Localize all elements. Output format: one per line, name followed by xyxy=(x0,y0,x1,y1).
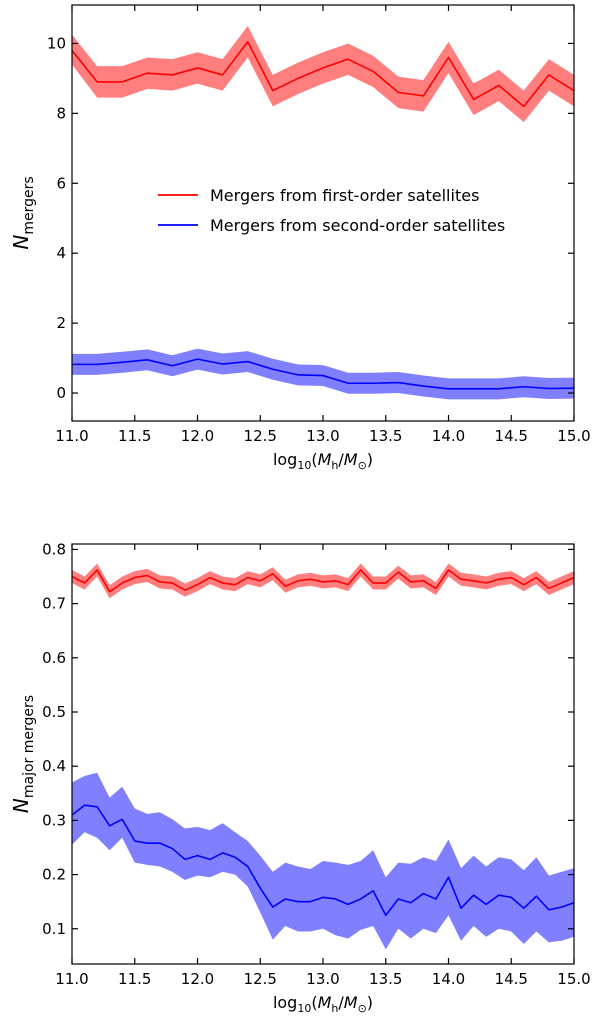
legend: Mergers from first-order satellites Merg… xyxy=(158,186,505,235)
bottom-y-tick-label: 0.3 xyxy=(42,811,66,829)
legend-label-second-order: Mergers from second-order satellites xyxy=(210,216,505,235)
bottom-x-tick-label: 12.5 xyxy=(244,970,277,988)
bottom-x-tick-label: 11.5 xyxy=(118,970,151,988)
top-x-tick-label: 13.0 xyxy=(306,427,339,445)
bottom-x-tick-label: 12.0 xyxy=(181,970,214,988)
bottom-line-series-0 xyxy=(71,569,575,593)
top-x-label-h: h xyxy=(331,459,338,472)
top-band-series-0 xyxy=(72,25,574,123)
bottom-x-axis-label: log10(Mh/M⊙) xyxy=(273,993,373,1015)
top-y-tick-label: 0 xyxy=(56,384,66,402)
bottom-y-tick-label: 0.5 xyxy=(42,703,66,721)
bottom-y-tick-label: 0.1 xyxy=(42,920,66,938)
top-x-tick-label: 11.0 xyxy=(55,427,88,445)
legend-label-first-order: Mergers from first-order satellites xyxy=(210,186,479,205)
top-y-tick-label: 4 xyxy=(56,244,66,262)
top-y-tick-label: 2 xyxy=(56,314,66,332)
bottom-x-label-log: log xyxy=(273,993,297,1012)
top-x-label-m: M xyxy=(318,450,332,469)
bottom-band-series-0 xyxy=(72,563,574,599)
top-x-label-log: log xyxy=(273,450,297,469)
bottom-plot-area xyxy=(71,563,575,950)
bottom-y-label-subscript: major mergers xyxy=(21,695,37,798)
bottom-x-tick-label: 14.5 xyxy=(495,970,528,988)
bottom-x-label-m: M xyxy=(318,993,332,1012)
top-line-series-0 xyxy=(71,40,575,108)
top-x-label-slash: / xyxy=(338,450,344,469)
top-x-axis-label: log10(Mh/M⊙) xyxy=(273,450,373,472)
top-y-label-symbol: N xyxy=(9,235,33,250)
bottom-y-tick-label: 0.7 xyxy=(42,595,66,613)
top-x-tick-label: 13.5 xyxy=(369,427,402,445)
top-y-label-subscript: mergers xyxy=(21,176,37,234)
bottom-y-tick-label: 0.6 xyxy=(42,649,66,667)
bottom-y-tick-label: 0.2 xyxy=(42,866,66,884)
top-x-tick-label: 12.5 xyxy=(244,427,277,445)
bottom-y-label-symbol: N xyxy=(9,798,33,813)
bottom-x-tick-label: 13.5 xyxy=(369,970,402,988)
bottom-x-label-sun: ⊙ xyxy=(358,1002,367,1015)
bottom-x-tick-label: 15.0 xyxy=(557,970,590,988)
bottom-x-tick-label: 14.0 xyxy=(432,970,465,988)
bottom-x-label-close: ) xyxy=(367,993,373,1012)
top-x-tick-label: 15.0 xyxy=(557,427,590,445)
top-x-tick-label: 14.5 xyxy=(495,427,528,445)
top-panel: 11.0 11.5 12.0 12.5 13.0 13.5 14.0 14.5 15.0 0 2 4 6… xyxy=(9,4,591,472)
top-x-label-paren: ( xyxy=(311,450,317,469)
top-y-tick-label: 10 xyxy=(47,34,66,52)
bottom-x-label-msun: M xyxy=(344,993,358,1012)
bottom-x-label-base: 10 xyxy=(297,1002,311,1015)
bottom-y-tick-label: 0.8 xyxy=(42,540,66,558)
top-x-label-close: ) xyxy=(367,450,373,469)
bottom-x-tick-label: 11.0 xyxy=(55,970,88,988)
top-plot-area xyxy=(71,25,575,400)
top-x-tick-label: 14.0 xyxy=(432,427,465,445)
top-y-axis-label: Nmergers xyxy=(9,176,37,249)
bottom-x-label-slash: / xyxy=(338,993,344,1012)
bottom-x-label-paren: ( xyxy=(311,993,317,1012)
bottom-band-series-1 xyxy=(72,772,574,950)
bottom-x-tick-label: 13.0 xyxy=(306,970,339,988)
top-x-label-base: 10 xyxy=(297,459,311,472)
bottom-line-series-1 xyxy=(71,804,575,917)
top-x-label-msun: M xyxy=(344,450,358,469)
top-y-tick-label: 8 xyxy=(56,104,66,122)
bottom-ticks: 11.0 11.5 12.0 12.5 13.0 13.5 14.0 14.5 15.0 0.1 0… xyxy=(42,540,591,988)
bottom-panel: 11.0 11.5 12.0 12.5 13.0 13.5 14.0 14.5 15.0 0.1 0… xyxy=(9,540,591,1015)
top-line-series-1 xyxy=(72,358,575,390)
top-x-tick-label: 11.5 xyxy=(118,427,151,445)
top-band-series-1 xyxy=(72,348,574,400)
bottom-x-label-h: h xyxy=(331,1002,338,1015)
top-ticks: 11.0 11.5 12.0 12.5 13.0 13.5 14.0 14.5 15.0 0 2 4 6… xyxy=(47,5,591,445)
top-x-tick-label: 12.0 xyxy=(181,427,214,445)
bottom-y-tick-label: 0.4 xyxy=(42,757,66,775)
top-x-label-sun: ⊙ xyxy=(358,459,367,472)
bottom-y-axis-label: Nmajor mergers xyxy=(9,695,37,813)
top-y-tick-label: 6 xyxy=(56,174,66,192)
